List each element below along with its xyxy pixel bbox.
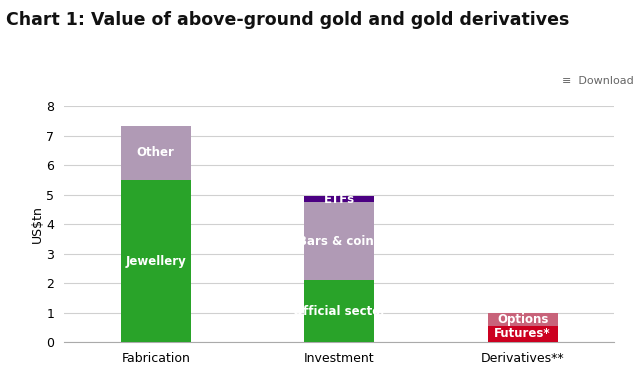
Bar bbox=[305, 280, 374, 342]
Bar bbox=[305, 202, 374, 280]
Bar bbox=[121, 180, 191, 342]
Y-axis label: US$tn: US$tn bbox=[31, 205, 44, 243]
Text: Bars & coins: Bars & coins bbox=[298, 234, 381, 248]
Text: Chart 1: Value of above-ground gold and gold derivatives: Chart 1: Value of above-ground gold and … bbox=[6, 11, 570, 29]
Text: ≡  Download: ≡ Download bbox=[562, 76, 634, 86]
Text: Other: Other bbox=[137, 146, 175, 159]
Text: Options: Options bbox=[497, 313, 548, 326]
Text: ETFs: ETFs bbox=[324, 193, 355, 206]
Bar bbox=[488, 326, 557, 342]
Text: Jewellery: Jewellery bbox=[125, 255, 186, 268]
Bar bbox=[305, 196, 374, 202]
Bar bbox=[121, 125, 191, 180]
Bar bbox=[488, 314, 557, 326]
Text: Futures*: Futures* bbox=[494, 328, 551, 340]
Text: Official sector: Official sector bbox=[292, 305, 386, 318]
